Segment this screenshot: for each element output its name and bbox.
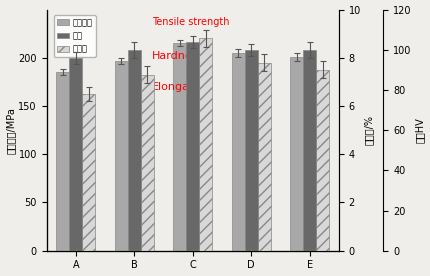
Bar xyxy=(141,75,154,251)
Bar xyxy=(69,58,82,251)
Text: Tensile strength: Tensile strength xyxy=(152,17,229,27)
Bar xyxy=(232,53,245,251)
Bar xyxy=(199,38,212,251)
Bar xyxy=(303,50,316,251)
Bar xyxy=(56,72,69,251)
Bar xyxy=(82,94,95,251)
Bar xyxy=(128,50,141,251)
Y-axis label: 硬度HV: 硬度HV xyxy=(415,117,424,143)
Bar xyxy=(316,70,329,251)
Text: Elongation: Elongation xyxy=(152,82,211,92)
Bar xyxy=(245,50,258,251)
Bar xyxy=(258,63,270,251)
Y-axis label: 伸长率/%: 伸长率/% xyxy=(364,115,374,145)
Text: Hardness: Hardness xyxy=(152,51,204,60)
Bar xyxy=(186,42,199,251)
Bar xyxy=(115,61,128,251)
Bar xyxy=(173,43,186,251)
Bar xyxy=(290,57,303,251)
Legend: 抗拉强度, 硬度, 伸长率: 抗拉强度, 硬度, 伸长率 xyxy=(54,15,96,57)
Y-axis label: 抗拉强度/MPa: 抗拉强度/MPa xyxy=(6,107,15,153)
